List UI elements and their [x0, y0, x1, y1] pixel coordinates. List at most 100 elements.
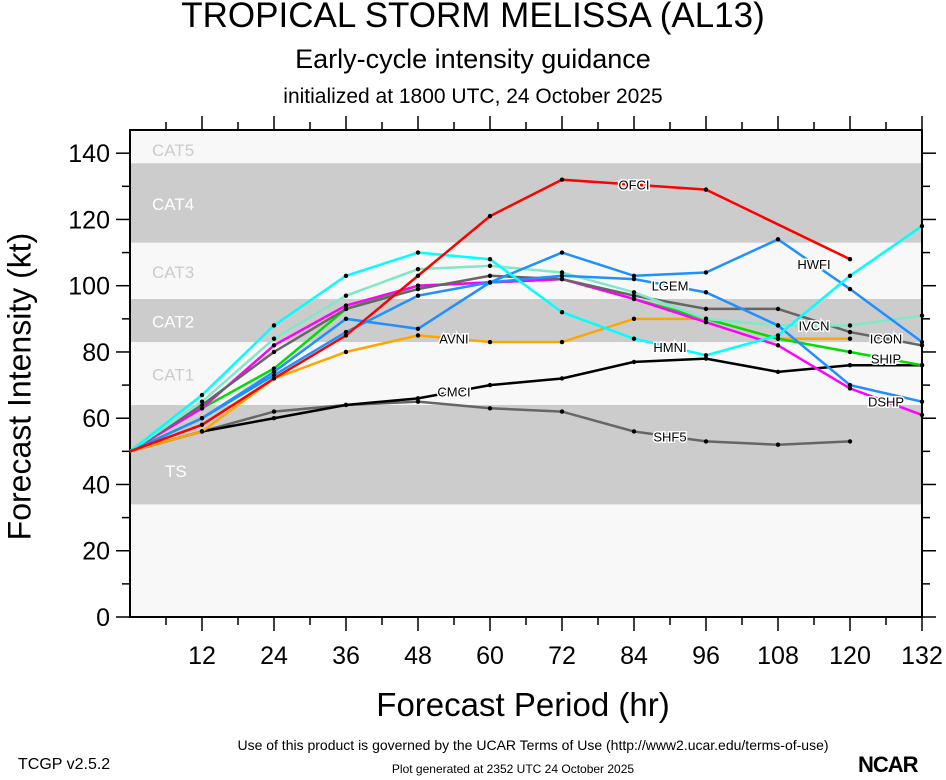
data-point — [919, 339, 925, 345]
series-label-text: HWFI — [797, 257, 830, 272]
band-label: CAT2 — [152, 312, 194, 331]
data-point — [487, 257, 493, 262]
data-point — [271, 369, 277, 375]
data-point — [919, 343, 925, 348]
data-point — [487, 339, 493, 345]
data-point — [847, 439, 853, 444]
y-tick-label: 80 — [82, 339, 110, 367]
series-label-icon: ICON — [868, 330, 904, 348]
data-point — [343, 306, 349, 312]
series-label-ivcn: IVCN — [797, 317, 831, 335]
data-point — [559, 409, 565, 414]
x-tick-label: 84 — [620, 642, 648, 670]
data-point — [703, 439, 709, 444]
data-point — [847, 386, 853, 391]
data-point — [559, 273, 565, 278]
data-point — [199, 416, 205, 421]
x-axis-label: Forecast Period (hr) — [376, 686, 670, 723]
series-line — [129, 237, 923, 453]
data-point — [559, 276, 565, 282]
series-label-text: OFCI — [618, 178, 649, 193]
series-label-text: AVNI — [439, 332, 468, 347]
data-point — [703, 353, 709, 358]
y-tick-label: 140 — [68, 140, 110, 168]
data-point — [631, 359, 637, 365]
data-point — [343, 402, 349, 408]
data-point — [415, 286, 421, 292]
ncar-logo: NCAR — [858, 752, 919, 777]
data-point — [199, 399, 205, 404]
data-point — [271, 416, 277, 421]
data-point — [703, 290, 709, 295]
band-cat5 — [130, 130, 922, 164]
y-tick-label: 60 — [82, 405, 110, 433]
data-point — [199, 392, 205, 398]
series-line — [129, 274, 923, 453]
band-cat3 — [130, 242, 922, 299]
data-point — [271, 323, 277, 328]
series-label-text: DSHP — [868, 395, 904, 410]
data-point — [415, 293, 421, 298]
data-point — [487, 406, 493, 411]
x-tick-label: 72 — [548, 642, 576, 670]
terms-of-use: Use of this product is governed by the U… — [237, 737, 829, 753]
chart-title: TROPICAL STORM MELISSA (AL13) — [181, 0, 765, 35]
series-label-text: CMCI — [437, 385, 470, 400]
data-point — [919, 363, 925, 368]
y-tick-label: 40 — [82, 471, 110, 499]
data-point — [631, 429, 637, 434]
data-point — [415, 326, 421, 331]
series-label-ofci: OFCI — [617, 176, 651, 194]
data-point — [343, 333, 349, 338]
data-point — [847, 257, 853, 262]
y-tick-label: 20 — [82, 538, 110, 566]
data-point — [559, 339, 565, 345]
series-label-text: SHIP — [871, 352, 901, 367]
data-point — [199, 406, 205, 411]
band-cat4 — [130, 163, 922, 243]
data-point — [631, 276, 637, 282]
series-lines — [129, 177, 925, 453]
data-point — [415, 333, 421, 338]
series-label-text: IVCN — [798, 318, 829, 333]
data-point — [415, 283, 421, 288]
data-point — [343, 349, 349, 355]
series-line — [129, 277, 923, 453]
data-point — [487, 263, 493, 269]
y-tick-label: 120 — [68, 206, 110, 234]
x-tick-label: 48 — [404, 642, 432, 670]
series-label-dshp: DSHP — [866, 393, 905, 411]
data-point — [559, 250, 565, 255]
x-tick-label: 12 — [188, 642, 216, 670]
data-point — [775, 336, 781, 341]
data-point — [199, 422, 205, 428]
data-point — [847, 323, 853, 328]
series-line — [129, 357, 922, 453]
data-point — [559, 376, 565, 381]
data-point — [703, 316, 709, 322]
generated-time: Plot generated at 2352 UTC 24 October 20… — [391, 762, 635, 776]
series-label-shf5: SHF5 — [652, 428, 688, 446]
data-point — [631, 273, 637, 278]
data-point — [919, 399, 925, 404]
series-label-lgem: LGEM — [650, 277, 690, 295]
data-point — [847, 286, 853, 292]
x-tick-label: 96 — [692, 642, 720, 670]
data-point — [703, 187, 709, 192]
data-point — [343, 316, 349, 322]
data-point — [415, 399, 421, 404]
band-label: CAT3 — [152, 263, 194, 282]
y-axis-label: Forecast Intensity (kt) — [1, 232, 38, 541]
data-point — [919, 412, 925, 418]
data-point — [415, 250, 421, 255]
data-point — [775, 323, 781, 328]
data-point — [703, 356, 709, 361]
series-label-text: LGEM — [652, 279, 689, 294]
data-point — [775, 343, 781, 348]
data-point — [415, 273, 421, 278]
band-label: CAT4 — [152, 195, 194, 214]
data-point — [775, 333, 781, 338]
band-label: CAT1 — [152, 366, 194, 385]
data-point — [847, 382, 853, 388]
